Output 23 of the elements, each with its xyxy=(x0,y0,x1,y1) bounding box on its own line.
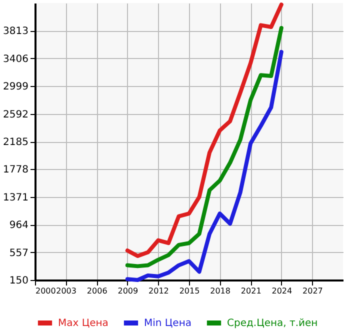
legend-label: Max Цена xyxy=(58,318,108,329)
y-tick-label: 964 xyxy=(9,220,28,232)
y-tick-label: 3406 xyxy=(3,54,28,65)
x-tick-label: 2009 xyxy=(118,286,138,296)
x-tick-label: 2012 xyxy=(148,286,169,296)
y-tick-label: 150 xyxy=(9,276,28,286)
y-tick-label: 1778 xyxy=(3,164,28,176)
legend-label: Min Цена xyxy=(144,318,192,329)
x-tick-label: 2003 xyxy=(56,286,76,296)
y-tick-label: 1371 xyxy=(3,192,28,204)
y-tick-label: 2592 xyxy=(3,109,28,120)
x-tick-label: 2027 xyxy=(302,286,323,296)
x-tick-label: 2000 xyxy=(36,286,56,296)
y-tick-label: 2185 xyxy=(3,137,28,148)
x-tick-label: 2015 xyxy=(179,286,200,296)
y-tick-label: 557 xyxy=(9,248,28,259)
x-tick-label: 2024 xyxy=(272,286,292,296)
y-tick-label: 2999 xyxy=(3,82,28,93)
x-tick-label: 2021 xyxy=(240,286,262,296)
x-tick-label: 2018 xyxy=(210,286,230,296)
y-tick-label: 3813 xyxy=(3,26,28,38)
x-tick-label: 2006 xyxy=(86,286,108,296)
legend-label: Сред.Цена, т.йен xyxy=(227,318,318,329)
